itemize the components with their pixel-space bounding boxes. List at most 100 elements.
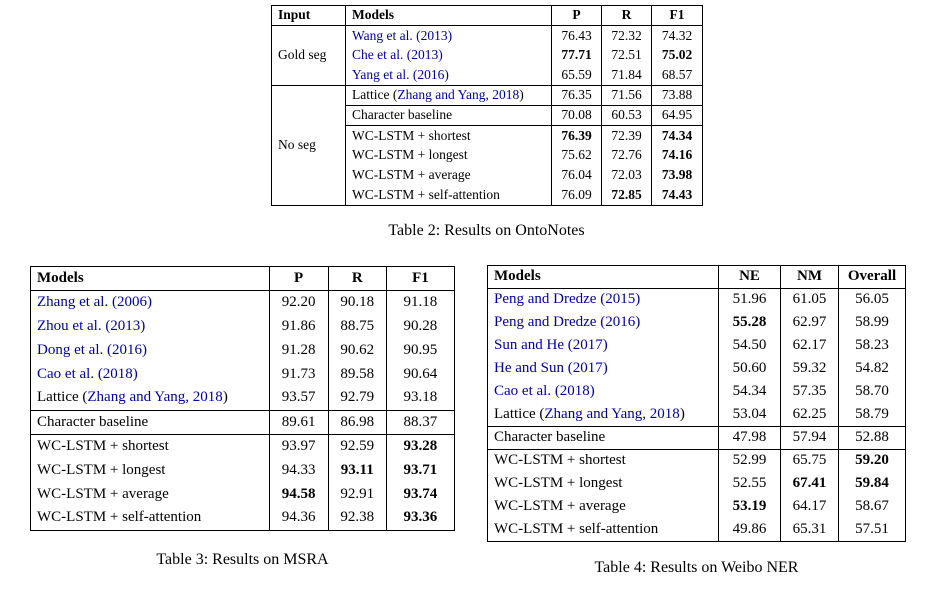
- metric-r: 89.58: [327, 362, 387, 387]
- metric-ne: 52.55: [718, 472, 781, 496]
- model-cell: Lattice (Zhang and Yang, 2018): [487, 403, 719, 427]
- citation-link[interactable]: Cao et al. (2018): [494, 383, 595, 400]
- metric-overall: 58.99: [838, 311, 906, 335]
- citation-link[interactable]: Peng and Dredze (2016): [494, 314, 641, 331]
- col-header-models: Models: [30, 266, 270, 291]
- table-row: Yang et al. (2016) 65.59 71.84 68.57: [272, 65, 703, 86]
- metric-overall: 57.51: [838, 518, 906, 542]
- citation-link[interactable]: Zhang et al. (2006): [37, 293, 152, 310]
- table-row: Gold seg Wang et al. (2013) 76.43 72.32 …: [271, 25, 703, 86]
- metric-p: 89.61: [268, 410, 329, 435]
- model-cell: WC-LSTM + self-attention: [345, 185, 552, 206]
- metric-f1: 91.18: [385, 290, 455, 315]
- citation-link[interactable]: Zhang and Yang, 2018: [544, 405, 680, 422]
- model-cell: Cao et al. (2018): [30, 362, 270, 387]
- citation-link[interactable]: He and Sun (2017): [494, 360, 608, 377]
- metric-r: 93.11: [327, 458, 387, 483]
- table2-caption: Table 2: Results on OntoNotes: [388, 222, 585, 239]
- metric-p: 92.20: [268, 290, 329, 315]
- metric-f1: 74.34: [651, 125, 703, 146]
- citation-link[interactable]: Dong et al. (2016): [37, 341, 147, 358]
- col-header-p: P: [551, 5, 602, 26]
- table4-section: Models NE NM Overall Peng and Dredze (20…: [487, 265, 906, 577]
- citation-link[interactable]: Cao et al. (2018): [37, 365, 138, 382]
- model-text: ): [679, 405, 685, 422]
- col-header-f1: F1: [385, 266, 455, 291]
- table-row: He and Sun (2017) 50.60 59.32 54.82: [487, 357, 906, 381]
- metric-p: 76.35: [551, 85, 602, 106]
- metric-r: 88.75: [327, 314, 387, 339]
- citation-link[interactable]: Wang et al. (2013): [352, 27, 453, 43]
- table-row: Zhou et al. (2013) 91.86 88.75 90.28: [30, 314, 455, 339]
- citation-link[interactable]: Peng and Dredze (2015): [494, 291, 641, 308]
- col-header-p: P: [268, 266, 329, 291]
- metric-p: 65.59: [551, 65, 602, 86]
- model-text: ): [519, 87, 524, 103]
- metric-r: 72.03: [601, 165, 652, 186]
- metric-f1: 73.88: [651, 85, 703, 106]
- model-cell: WC-LSTM + shortest: [30, 434, 270, 459]
- metric-f1: 64.95: [651, 105, 703, 126]
- metric-r: 92.79: [327, 386, 387, 411]
- model-cell: Wang et al. (2013): [345, 25, 552, 46]
- table-row: Peng and Dredze (2015) 51.96 61.05 56.05: [487, 288, 906, 312]
- col-header-ne: NE: [718, 265, 781, 289]
- model-cell: Che et al. (2013): [345, 45, 552, 66]
- citation-link[interactable]: Che et al. (2013): [352, 47, 443, 63]
- metric-f1: 75.02: [651, 45, 703, 66]
- model-cell: Zhou et al. (2013): [30, 314, 270, 339]
- table-row: Zhang et al. (2006) 92.20 90.18 91.18: [30, 290, 455, 315]
- metric-overall: 59.20: [838, 449, 906, 473]
- table4-caption: Table 4: Results on Weibo NER: [594, 559, 799, 576]
- citation-link[interactable]: Yang et al. (2016): [352, 67, 449, 83]
- table-row: WC-LSTM + self-attention 76.09 72.85 74.…: [272, 185, 703, 206]
- table2-section: Input Models P R F1 Gold seg Wang et al.…: [271, 5, 703, 240]
- table-header-row: Input Models P R F1: [271, 5, 703, 26]
- metric-r: 72.39: [601, 125, 652, 146]
- model-cell: WC-LSTM + longest: [345, 145, 552, 166]
- metric-f1: 74.32: [651, 25, 703, 46]
- col-header-models: Models: [345, 5, 552, 26]
- metric-p: 93.57: [268, 386, 329, 411]
- table-row: Dong et al. (2016) 91.28 90.62 90.95: [30, 338, 455, 363]
- metric-nm: 65.31: [780, 518, 839, 542]
- metric-r: 72.51: [601, 45, 652, 66]
- model-text: Lattice (: [352, 87, 398, 103]
- metric-nm: 62.25: [780, 403, 839, 427]
- model-cell: Sun and He (2017): [487, 334, 719, 358]
- metric-nm: 59.32: [780, 357, 839, 381]
- metric-p: 94.33: [268, 458, 329, 483]
- metric-f1: 93.28: [385, 434, 455, 459]
- msra-results-table: Models P R F1 Zhang et al. (2006) 92.20 …: [30, 266, 455, 531]
- table-row: WC-LSTM + shortest 52.99 65.75 59.20: [487, 449, 906, 473]
- model-cell: Lattice (Zhang and Yang, 2018): [345, 85, 552, 106]
- metric-r: 71.56: [601, 85, 652, 106]
- table-row: Sun and He (2017) 54.50 62.17 58.23: [487, 334, 906, 358]
- metric-r: 72.32: [601, 25, 652, 46]
- citation-link[interactable]: Zhou et al. (2013): [37, 317, 146, 334]
- citation-link[interactable]: Sun and He (2017): [494, 337, 608, 354]
- model-cell: Peng and Dredze (2016): [487, 311, 719, 335]
- model-cell: WC-LSTM + self-attention: [30, 506, 270, 531]
- table-row: Che et al. (2013) 77.71 72.51 75.02: [272, 45, 703, 66]
- metric-ne: 47.98: [718, 426, 781, 450]
- model-cell: Character baseline: [30, 410, 270, 435]
- table-row: WC-LSTM + self-attention 94.36 92.38 93.…: [30, 506, 455, 531]
- metric-nm: 64.17: [780, 495, 839, 519]
- metric-ne: 49.86: [718, 518, 781, 542]
- metric-r: 92.91: [327, 482, 387, 507]
- metric-p: 76.39: [551, 125, 602, 146]
- table-row: WC-LSTM + self-attention 49.86 65.31 57.…: [487, 518, 906, 542]
- metric-r: 90.62: [327, 338, 387, 363]
- table-row: WC-LSTM + shortest 76.39 72.39 74.34: [272, 125, 703, 146]
- citation-link[interactable]: Zhang and Yang, 2018: [87, 389, 223, 406]
- metric-overall: 59.84: [838, 472, 906, 496]
- metric-f1: 68.57: [651, 65, 703, 86]
- metric-nm: 65.75: [780, 449, 839, 473]
- metric-p: 91.86: [268, 314, 329, 339]
- input-group-gold-seg: Gold seg: [271, 25, 346, 86]
- metric-f1: 93.18: [385, 386, 455, 411]
- citation-link[interactable]: Zhang and Yang, 2018: [397, 87, 520, 103]
- metric-overall: 54.82: [838, 357, 906, 381]
- table-row: WC-LSTM + average 53.19 64.17 58.67: [487, 495, 906, 519]
